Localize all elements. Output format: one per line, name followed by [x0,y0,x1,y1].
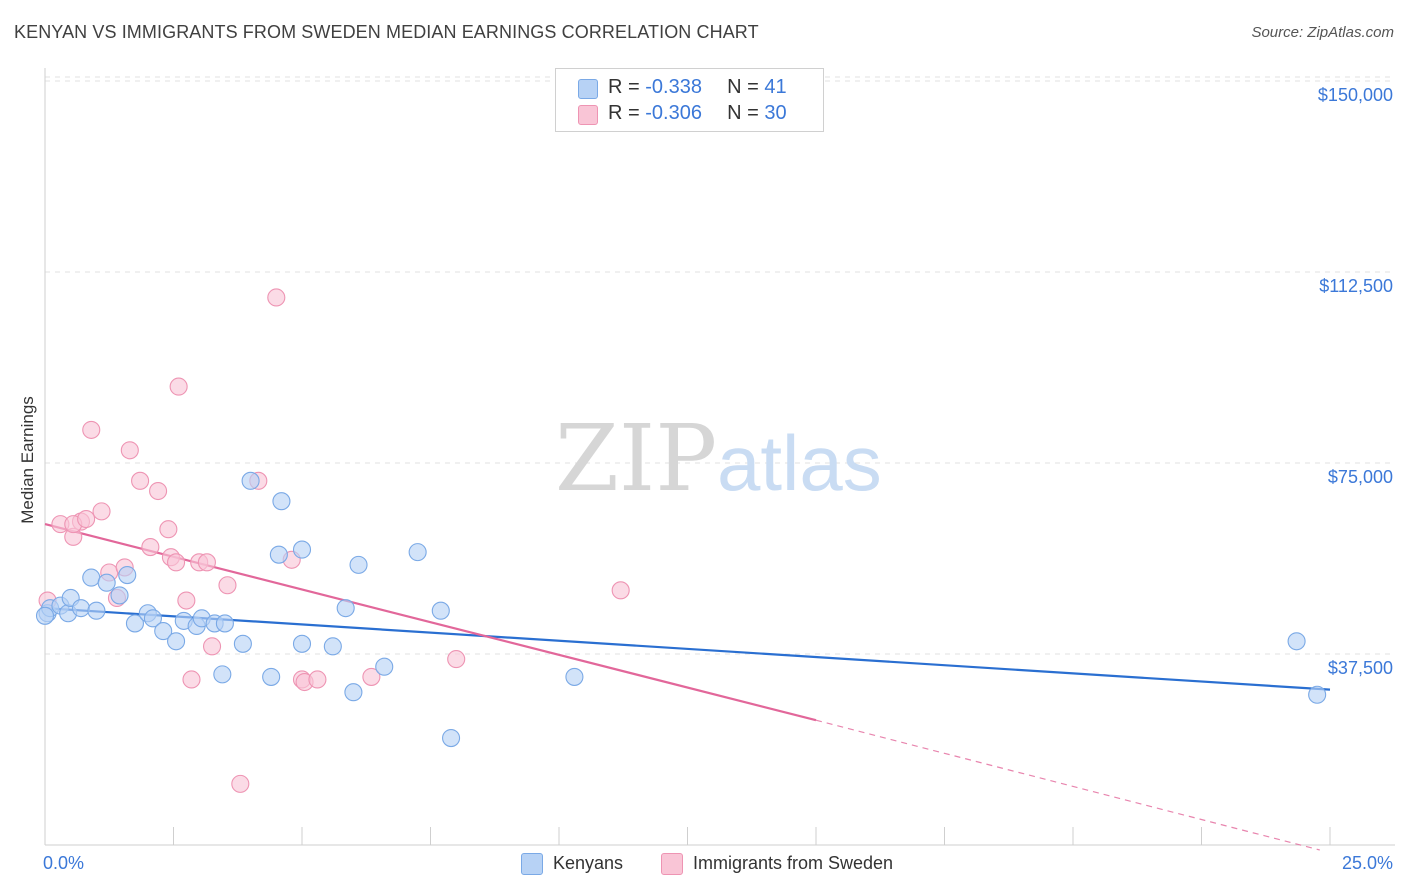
sweden-swatch [661,853,683,875]
kenyans-point [110,586,129,605]
legend-r-label: R = [608,102,646,124]
legend-n-value: 41 [764,76,787,98]
legend-swatch-kenyans [578,79,598,99]
sweden-point [611,581,630,600]
kenyans-point [375,657,394,676]
trend-lines [44,523,1331,851]
kenyans-point [233,634,252,653]
kenyans-point [241,471,260,490]
sweden-point [159,520,178,539]
kenyans-point [71,599,91,618]
y-axis-title: Median Earnings [18,396,37,524]
legend-swatch-sweden [578,105,598,125]
sweden-point [131,471,150,490]
kenyans-point [272,492,291,511]
kenyans-point [1287,632,1306,651]
x-tick-label: 0.0% [43,853,84,873]
kenyans-point [125,614,144,633]
y-tick-label: $112,500 [1319,276,1393,296]
legend-r-value: -0.338 [645,76,702,98]
kenyans-point [336,599,355,618]
sweden-point [197,553,216,572]
kenyans-point [97,573,116,592]
kenyans-point [215,614,234,633]
kenyans-point [87,601,106,620]
sweden-point [77,509,96,529]
kenyans-trend-line [44,607,1331,691]
sweden-point [149,481,168,501]
legend-r-label: R = [608,76,646,98]
watermark: ZIP atlas [555,405,882,512]
sweden-point [231,774,250,793]
kenyans-point [323,637,342,656]
x-tick-label: 25.0% [1342,853,1393,873]
kenyans-point [154,622,173,641]
kenyans-point [1308,685,1327,704]
chart-title: KENYAN VS IMMIGRANTS FROM SWEDEN MEDIAN … [14,22,759,42]
sweden-point [267,288,286,307]
sweden-label: Immigrants from Sweden [693,853,894,873]
kenyans-point [35,606,55,625]
axes [44,68,1395,846]
kenyans-point [269,545,288,564]
sweden-point [308,670,327,689]
sweden-point [182,670,201,689]
correlation-legend: R = -0.338 N = 41 R = -0.306 N = 30 [555,68,824,132]
kenyans-point [143,609,162,628]
legend-n-label: N = [727,102,765,124]
kenyans-point [292,634,312,653]
source-label: Source: ZipAtlas.com [1251,24,1394,41]
sweden-point [447,650,466,669]
kenyans-point [431,601,450,620]
sweden-point [218,576,237,595]
gridlines [45,76,1395,655]
data-points [35,288,1327,793]
kenyans-point [344,683,363,702]
sweden-point [362,667,381,686]
y-tick-label: $75,000 [1328,467,1393,487]
kenyans-label: Kenyans [553,853,624,873]
watermark-atlas: atlas [717,419,882,507]
kenyans-point [349,555,368,574]
sweden-point [120,441,139,460]
legend-r-value: -0.306 [645,102,702,124]
kenyans-swatch [521,853,543,875]
sweden-trend-extension [815,719,1320,851]
sweden-point [203,637,222,656]
kenyans-point [565,667,584,686]
sweden-point [177,591,196,610]
legend-n-label: N = [727,76,765,98]
kenyans-point [262,667,281,686]
kenyans-point [292,540,312,559]
watermark-zip: ZIP [555,405,717,512]
kenyans-point [118,566,137,585]
kenyans-point [442,728,461,748]
legend-n-value: 30 [764,102,787,124]
sweden-point [141,537,160,557]
kenyans-point [408,543,427,562]
sweden-point [169,377,188,396]
y-tick-label: $150,000 [1318,85,1393,105]
sweden-point [82,420,101,439]
kenyans-point [213,665,232,684]
y-tick-label: $37,500 [1328,658,1393,678]
sweden-point [92,502,111,521]
kenyans-point [167,632,186,651]
tick-labels: $37,500 $75,000 $112,500 $150,000 0.0% 25.0% [43,85,1393,873]
sweden-point [167,553,186,572]
kenyans-point [82,568,101,587]
